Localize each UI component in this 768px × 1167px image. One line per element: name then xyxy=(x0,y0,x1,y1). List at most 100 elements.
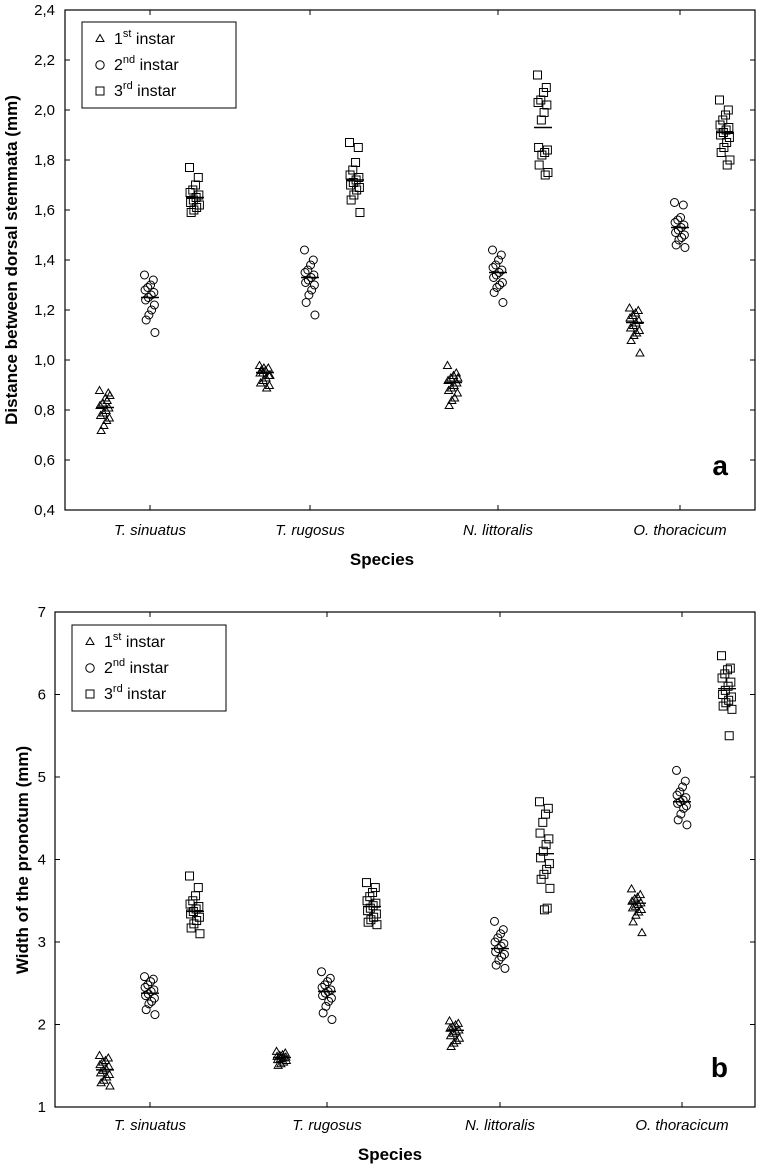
data-point-square xyxy=(192,916,202,926)
legend-marker-2nd-instar xyxy=(85,663,95,673)
data-point-circle xyxy=(500,963,510,973)
y-tick-label-a: 1,8 xyxy=(34,152,55,169)
data-point-square xyxy=(185,163,194,172)
data-point-circle xyxy=(680,776,690,786)
y-tick-label-a: 0,4 xyxy=(34,502,55,519)
y-tick-label-b: 3 xyxy=(38,934,46,951)
data-point-circle xyxy=(494,255,504,265)
data-point-square xyxy=(541,83,551,92)
data-point-triangle xyxy=(280,1052,291,1061)
data-point-circle xyxy=(318,1008,328,1018)
data-point-square xyxy=(542,903,552,913)
data-point-square xyxy=(540,148,550,157)
data-point-square xyxy=(535,828,545,838)
data-point-circle xyxy=(496,941,506,951)
y-tick-label-a: 1,2 xyxy=(34,302,55,319)
data-point-square xyxy=(194,200,204,210)
data-point-circle xyxy=(317,967,326,977)
data-point-circle xyxy=(326,993,336,1003)
data-point-triangle xyxy=(629,330,639,339)
data-point-square xyxy=(724,695,734,705)
data-point-circle xyxy=(303,265,313,275)
data-point-square xyxy=(716,148,726,157)
data-point-square xyxy=(194,912,204,922)
data-point-square xyxy=(541,809,551,819)
data-point-circle xyxy=(497,952,507,962)
data-point-circle xyxy=(496,250,506,260)
data-point-triangle xyxy=(265,370,275,379)
data-point-triangle xyxy=(444,1015,455,1025)
data-point-triangle xyxy=(275,1053,286,1063)
data-point-square xyxy=(354,183,364,192)
y-axis-ticks-b: 1 2 3 4 5 6 7 xyxy=(38,604,755,1116)
y-axis-ticks-a: 0,4 0,6 0,8 1,0 1,2 1,4 1,6 1,8 2,0 2,2 2,4 xyxy=(34,2,755,519)
data-point-square xyxy=(345,170,355,180)
legend-a: 1st instar 2nd instar 3rd instar xyxy=(81,21,237,109)
data-point-triangle xyxy=(627,902,638,912)
data-points-a xyxy=(94,70,735,434)
data-point-circle xyxy=(672,765,681,775)
data-point-square xyxy=(539,905,549,915)
data-point-circle xyxy=(491,260,501,270)
data-point-square xyxy=(186,208,196,217)
data-point-triangle xyxy=(626,883,637,893)
data-point-circle xyxy=(490,916,499,926)
legend-label-3rd-instar: 3rd instar xyxy=(104,683,167,703)
legend-box-a xyxy=(81,21,237,109)
data-point-circle xyxy=(146,280,156,290)
data-point-square xyxy=(345,138,354,147)
data-point-square xyxy=(370,883,380,893)
y-tick-label-a: 2,4 xyxy=(34,2,55,19)
data-point-circle xyxy=(306,260,316,270)
legend-box-b xyxy=(71,624,227,712)
data-point-circle xyxy=(300,245,309,255)
y-tick-label-a: 1,4 xyxy=(34,252,55,269)
data-point-square xyxy=(191,891,201,901)
data-point-square xyxy=(351,158,361,167)
y-tick-label-b: 1 xyxy=(38,1099,46,1116)
data-point-square xyxy=(536,115,546,125)
data-point-square xyxy=(535,797,544,807)
data-point-circle xyxy=(488,245,497,255)
y-tick-label-a: 1,0 xyxy=(34,352,55,369)
data-point-square xyxy=(722,160,732,170)
data-point-circle xyxy=(149,993,159,1003)
data-point-circle xyxy=(309,270,319,280)
data-point-circle xyxy=(143,989,153,999)
data-point-circle xyxy=(670,218,680,227)
data-point-triangle xyxy=(624,302,635,312)
data-point-circle xyxy=(673,798,683,808)
data-point-circle xyxy=(308,255,318,265)
y-tick-label-b: 6 xyxy=(38,687,46,704)
data-point-square xyxy=(362,878,371,888)
data-point-circle xyxy=(497,265,507,275)
data-point-circle xyxy=(491,960,501,970)
data-point-circle xyxy=(498,298,508,307)
data-point-circle xyxy=(670,198,679,207)
data-point-circle xyxy=(677,233,687,242)
data-point-square xyxy=(354,173,364,182)
data-point-circle xyxy=(141,315,151,325)
data-point-square xyxy=(542,145,552,155)
data-point-square xyxy=(727,704,737,714)
data-point-circle xyxy=(678,200,688,210)
data-point-square xyxy=(539,88,549,97)
data-point-circle xyxy=(671,240,681,250)
x-tick-label-b: O. thoracicum xyxy=(635,1117,728,1134)
data-point-circle xyxy=(679,230,689,240)
data-point-circle xyxy=(143,283,153,292)
data-point-circle xyxy=(674,235,684,245)
data-point-circle xyxy=(678,782,688,792)
data-point-circle xyxy=(488,263,498,272)
data-point-circle xyxy=(673,215,683,225)
data-point-square xyxy=(366,915,376,925)
legend-marker-1st-instar xyxy=(85,636,95,645)
x-axis-title-a: Species xyxy=(350,550,414,569)
data-point-circle xyxy=(149,300,159,310)
data-point-triangle xyxy=(635,347,645,357)
data-point-circle xyxy=(679,803,689,813)
data-point-square xyxy=(186,198,196,207)
legend-marker-2nd-instar xyxy=(95,60,105,70)
data-point-triangle xyxy=(625,322,636,332)
y-axis-title-a: Distance between dorsal stemmata (mm) xyxy=(2,95,21,425)
